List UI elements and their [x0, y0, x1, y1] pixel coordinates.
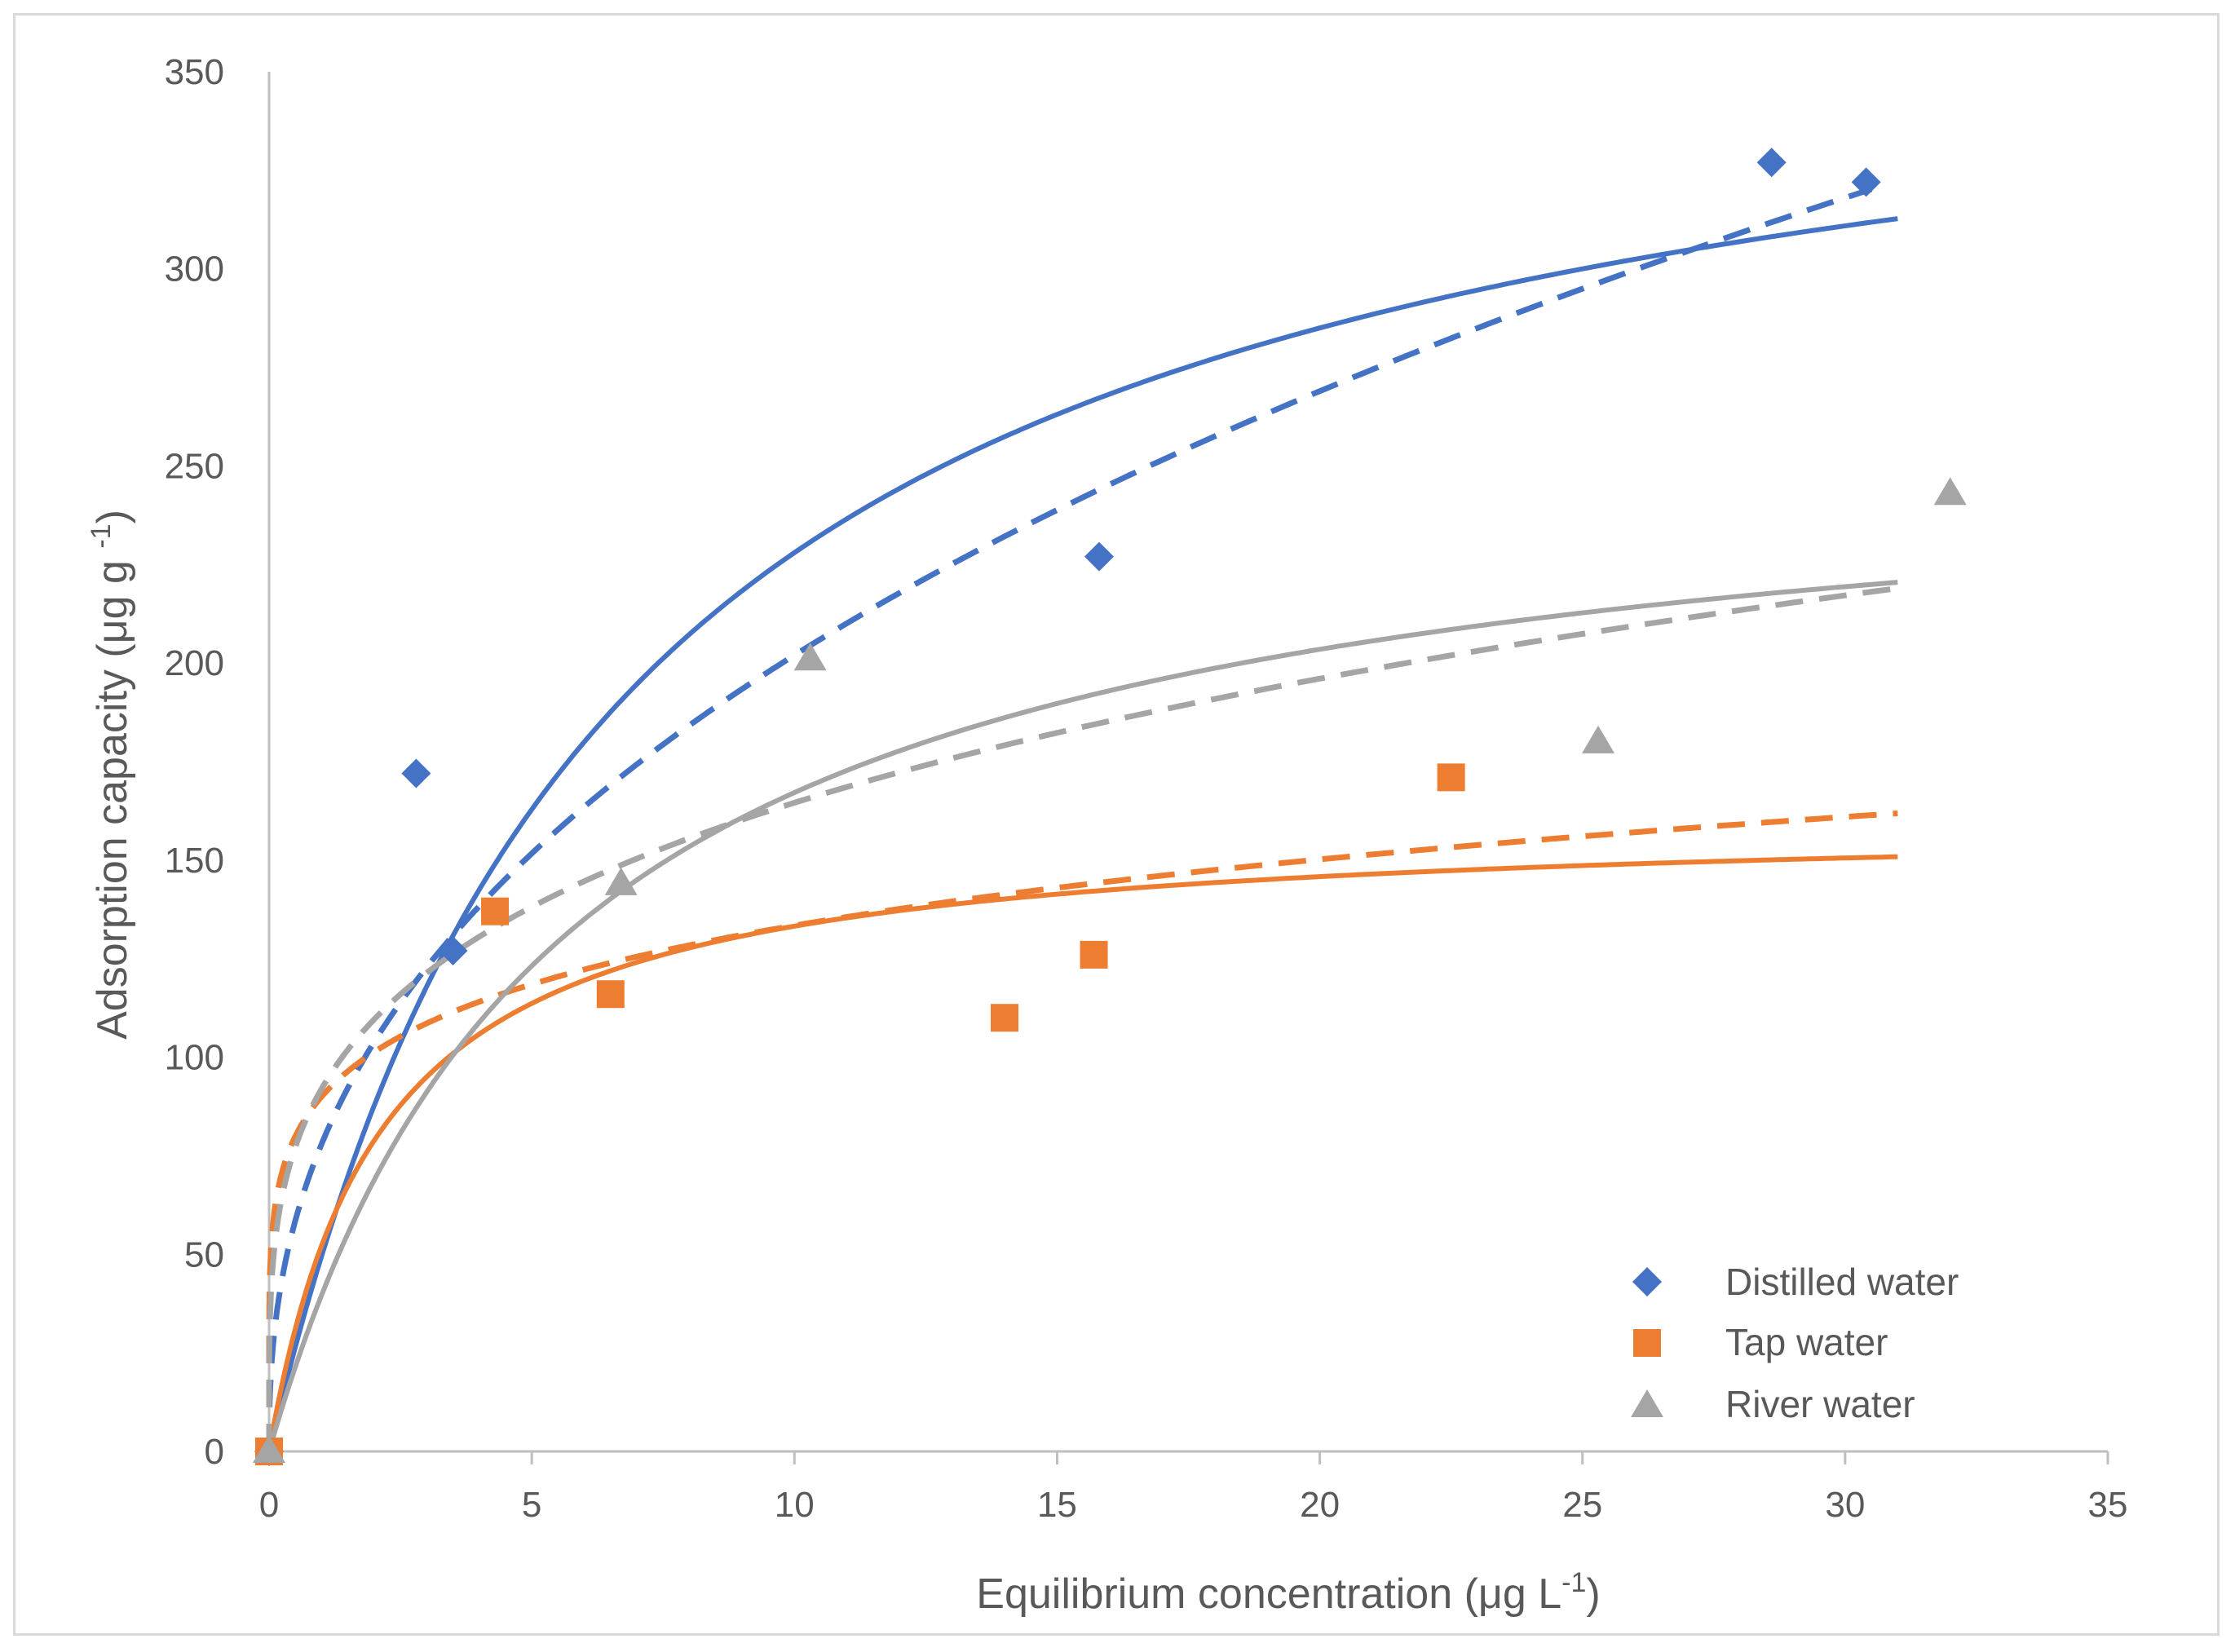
- x-tick-label: 15: [1037, 1485, 1077, 1525]
- data-point-diamond: [401, 758, 431, 788]
- data-point-triangle: [604, 867, 638, 895]
- x-tick-label: 25: [1562, 1485, 1602, 1525]
- legend: Distilled water Tap water River water: [1631, 1261, 1959, 1425]
- y-tick-label: 250: [165, 446, 224, 486]
- data-point-diamond: [438, 936, 468, 966]
- legend-label-river-water: River water: [1725, 1383, 1915, 1425]
- y-tick-label: 0: [205, 1432, 224, 1472]
- fit-line-solid-series-0: [267, 216, 1898, 1454]
- fit-line-solid-series-2: [267, 580, 1898, 1454]
- legend-marker-diamond: [1632, 1267, 1662, 1296]
- y-tick-label: 300: [165, 250, 224, 289]
- data-point-diamond: [1756, 148, 1787, 178]
- y-axis-title-main: Adsorption capacity (μg g: [89, 549, 136, 1040]
- legend-marker-triangle: [1631, 1389, 1663, 1417]
- legend-item-tap-water: Tap water: [1633, 1321, 1888, 1363]
- x-tick-label: 30: [1825, 1485, 1865, 1525]
- y-axis-title: Adsorption capacity (μg g -1): [86, 510, 136, 1040]
- data-point-diamond: [1851, 167, 1881, 197]
- data-point-square: [991, 1004, 1018, 1032]
- x-tick-label: 20: [1300, 1485, 1340, 1525]
- x-tick-label: 5: [522, 1485, 541, 1525]
- fit-lines-layer: [266, 186, 1898, 1454]
- legend-item-river-water: River water: [1631, 1383, 1915, 1425]
- y-tick-label: 50: [184, 1235, 224, 1274]
- fit-line-dashed-series-0: [266, 186, 1873, 1451]
- fit-line-solid-series-1: [267, 854, 1898, 1454]
- legend-label-distilled-water: Distilled water: [1725, 1261, 1959, 1303]
- y-tick-label: 200: [165, 643, 224, 683]
- x-tick-label: 0: [259, 1485, 279, 1525]
- x-tick-label: 35: [2088, 1485, 2128, 1525]
- data-point-triangle: [253, 1435, 285, 1463]
- data-point-square: [1437, 763, 1465, 792]
- x-tick-label: 10: [775, 1485, 815, 1525]
- y-axis-title-end: ): [89, 510, 136, 523]
- legend-label-tap-water: Tap water: [1725, 1321, 1888, 1363]
- y-tick-label: 350: [165, 52, 224, 92]
- y-axis-title-sup: -1: [86, 523, 117, 548]
- x-axis-title-sup: -1: [1561, 1567, 1586, 1598]
- x-axis-title-main: Equilibrium concentration (μg L: [976, 1570, 1561, 1618]
- data-point-triangle: [1582, 725, 1615, 753]
- data-point-triangle: [1933, 477, 1967, 506]
- legend-marker-square: [1633, 1329, 1661, 1357]
- legend-item-distilled-water: Distilled water: [1632, 1261, 1959, 1303]
- y-tick-label: 100: [165, 1038, 224, 1078]
- fit-line-dashed-series-2: [266, 585, 1898, 1451]
- y-tick-label: 150: [165, 841, 224, 881]
- data-point-square: [481, 897, 510, 925]
- x-axis-title: Equilibrium concentration (μg L-1): [976, 1567, 1600, 1618]
- data-point-triangle: [793, 643, 827, 671]
- data-point-square: [596, 980, 625, 1009]
- data-point-diamond: [1084, 541, 1114, 572]
- chart-frame: [13, 13, 2220, 1636]
- x-axis-title-end: ): [1586, 1570, 1600, 1618]
- axes-layer: [267, 72, 2109, 1464]
- data-points-layer: [253, 148, 1967, 1466]
- data-point-square: [1080, 940, 1108, 969]
